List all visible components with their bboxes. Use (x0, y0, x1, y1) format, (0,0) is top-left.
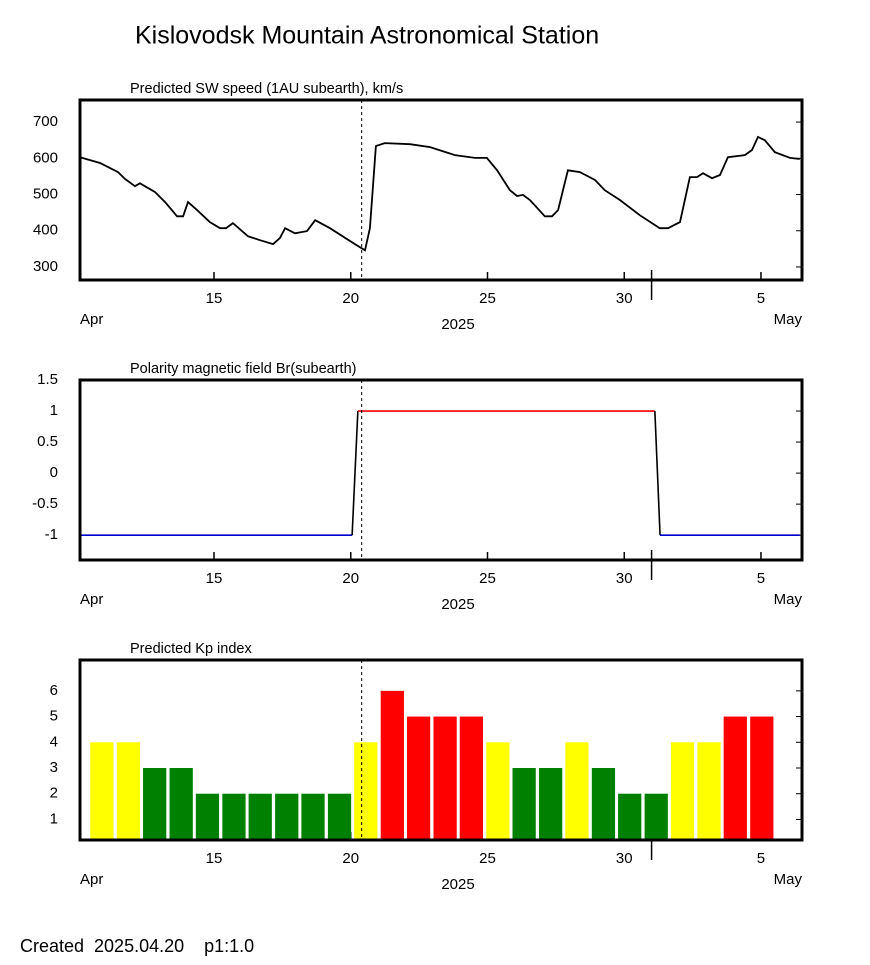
bar (275, 793, 299, 840)
y-tick-label: 5 (50, 708, 58, 725)
bar (116, 742, 141, 840)
x-start-label: Apr (80, 871, 103, 888)
x-axis-label: 2025 (441, 316, 474, 333)
x-tick-label: 20 (342, 290, 359, 307)
page-title: Kislovodsk Mountain Astronomical Station (135, 22, 599, 50)
y-tick-label: -1 (45, 526, 58, 543)
bar (354, 742, 378, 840)
bar (406, 716, 431, 840)
y-tick-label: 1 (50, 402, 58, 419)
bar (618, 793, 642, 840)
x-axis-label: 2025 (441, 596, 474, 613)
y-tick-label: 400 (33, 222, 58, 239)
x-end-label: May (774, 591, 803, 608)
y-tick-label: 0 (50, 464, 58, 481)
x-tick-label: 30 (616, 570, 633, 587)
x-tick-label: 25 (479, 570, 496, 587)
panel-title: Predicted Kp index (130, 641, 252, 657)
footer: Created 2025.04.20 p1:1.0 (20, 936, 254, 956)
x-tick-label: 30 (616, 850, 633, 867)
bar (380, 690, 404, 840)
plot-frame (78, 658, 804, 842)
y-tick-label: 500 (33, 185, 58, 202)
y-tick-label: 6 (50, 682, 58, 699)
x-end-label: May (774, 311, 803, 328)
y-tick-label: 700 (33, 113, 58, 130)
bar (486, 742, 510, 840)
x-tick-label: 5 (757, 290, 765, 307)
bar (90, 742, 114, 840)
panel-title: Polarity magnetic field Br(subearth) (130, 361, 356, 377)
bar (539, 768, 563, 840)
x-tick-label: 20 (342, 850, 359, 867)
bar (565, 742, 589, 840)
panel-title: Predicted SW speed (1AU subearth), km/s (130, 81, 403, 97)
bar (195, 793, 220, 840)
x-start-label: Apr (80, 591, 103, 608)
x-tick-label: 25 (479, 850, 496, 867)
bar (169, 768, 193, 840)
line (79, 135, 800, 252)
bar (143, 768, 167, 840)
x-tick-label: 15 (206, 570, 223, 587)
y-tick-label: 2 (50, 785, 58, 802)
x-tick-label: 5 (757, 570, 765, 587)
y-tick-label: 300 (33, 258, 58, 275)
bar (750, 716, 774, 840)
y-tick-label: 0.5 (37, 433, 58, 450)
bar (459, 716, 483, 840)
x-tick-label: 25 (479, 290, 496, 307)
line-segment (351, 410, 359, 536)
bar (222, 793, 246, 840)
bar (670, 742, 695, 840)
line-segment (654, 411, 661, 536)
x-tick-label: 20 (342, 570, 359, 587)
x-end-label: May (774, 871, 803, 888)
y-tick-label: 600 (33, 149, 58, 166)
bar (433, 716, 457, 840)
bar (512, 768, 536, 840)
y-tick-label: 4 (50, 733, 58, 750)
bar (644, 793, 668, 840)
y-tick-label: 1 (50, 810, 58, 827)
x-tick-label: 15 (206, 850, 223, 867)
x-tick-label: 15 (206, 290, 223, 307)
plot-frame (78, 378, 804, 562)
y-tick-label: 3 (50, 759, 58, 776)
bar (248, 793, 272, 840)
plot-frame (78, 98, 804, 282)
x-start-label: Apr (80, 311, 103, 328)
bar (697, 742, 721, 840)
x-tick-label: 5 (757, 850, 765, 867)
bar (591, 768, 616, 840)
y-tick-label: 1.5 (37, 371, 58, 388)
y-tick-label: -0.5 (32, 495, 58, 512)
x-tick-label: 30 (616, 290, 633, 307)
bar (723, 716, 747, 840)
bar (301, 793, 325, 840)
x-axis-label: 2025 (441, 876, 474, 893)
bar (327, 793, 352, 840)
